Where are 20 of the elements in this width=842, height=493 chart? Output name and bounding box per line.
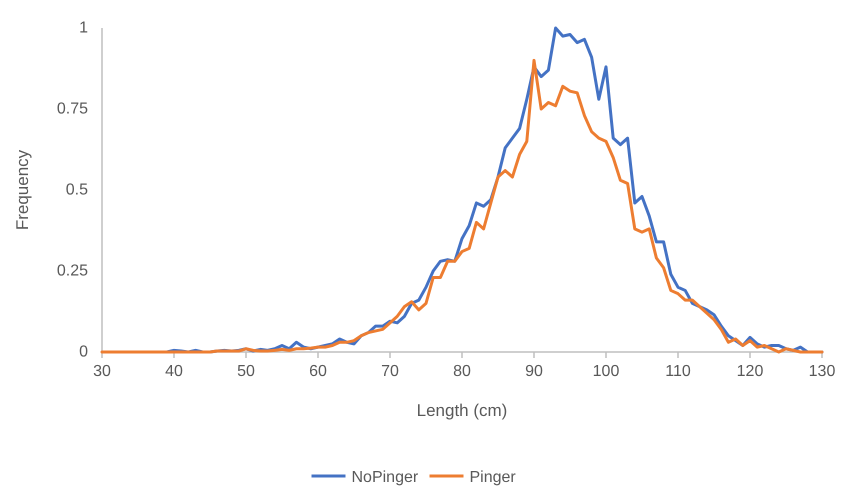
legend-label: Pinger — [470, 469, 516, 486]
x-tick-label: 90 — [525, 363, 543, 380]
y-axis-title: Frequency — [13, 149, 32, 230]
x-tick-label: 40 — [165, 363, 183, 380]
x-tick-label: 50 — [237, 363, 255, 380]
x-tick-label: 60 — [309, 363, 327, 380]
legend-label: NoPinger — [352, 469, 419, 486]
y-tick-label: 0.75 — [56, 100, 88, 118]
x-tick-label: 130 — [808, 363, 836, 380]
y-tick-label: 0.5 — [66, 182, 88, 198]
x-tick-label: 120 — [736, 363, 764, 380]
x-tick-label: 70 — [381, 363, 399, 380]
x-tick-label: 110 — [665, 363, 691, 380]
y-tick-label: 0 — [79, 344, 88, 360]
y-tick-label: 0.25 — [56, 262, 88, 280]
x-tick-label: 30 — [93, 363, 111, 380]
x-tick-label: 100 — [592, 363, 620, 380]
x-tick-label: 80 — [453, 363, 471, 380]
y-tick-label: 1 — [79, 20, 88, 36]
x-axis-title: Length (cm) — [416, 401, 508, 420]
